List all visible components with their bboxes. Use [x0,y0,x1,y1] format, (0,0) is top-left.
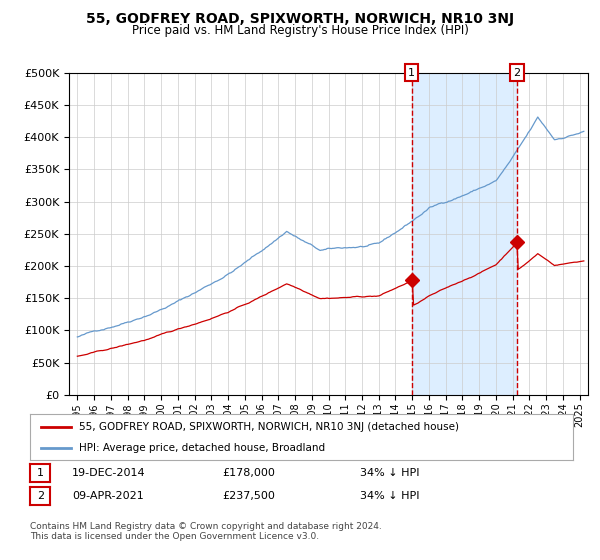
Text: 55, GODFREY ROAD, SPIXWORTH, NORWICH, NR10 3NJ (detached house): 55, GODFREY ROAD, SPIXWORTH, NORWICH, NR… [79,422,459,432]
Bar [412,73,517,395]
Text: 1: 1 [408,68,415,78]
Text: 34% ↓ HPI: 34% ↓ HPI [360,468,419,478]
Text: 1: 1 [37,468,44,478]
Text: £237,500: £237,500 [222,491,275,501]
Text: 09-APR-2021: 09-APR-2021 [72,491,144,501]
Text: £178,000: £178,000 [222,468,275,478]
Text: HPI: Average price, detached house, Broadland: HPI: Average price, detached house, Broa… [79,443,325,453]
Text: Price paid vs. HM Land Registry's House Price Index (HPI): Price paid vs. HM Land Registry's House … [131,24,469,37]
Text: 34% ↓ HPI: 34% ↓ HPI [360,491,419,501]
Text: 19-DEC-2014: 19-DEC-2014 [72,468,146,478]
Text: 2: 2 [514,68,521,78]
Text: Contains HM Land Registry data © Crown copyright and database right 2024.
This d: Contains HM Land Registry data © Crown c… [30,522,382,542]
Text: 55, GODFREY ROAD, SPIXWORTH, NORWICH, NR10 3NJ: 55, GODFREY ROAD, SPIXWORTH, NORWICH, NR… [86,12,514,26]
Text: 2: 2 [37,491,44,501]
